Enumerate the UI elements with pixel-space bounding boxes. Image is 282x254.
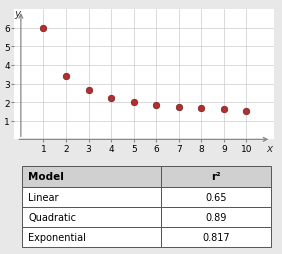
Text: 0.65: 0.65	[205, 192, 227, 202]
Point	[86, 89, 91, 93]
Point	[222, 108, 226, 112]
Text: r²: r²	[211, 172, 221, 182]
Text: 0.817: 0.817	[202, 232, 230, 242]
FancyBboxPatch shape	[22, 187, 161, 207]
Point	[154, 104, 158, 108]
FancyBboxPatch shape	[22, 227, 161, 247]
Point	[131, 101, 136, 105]
Point	[64, 75, 68, 79]
Point	[109, 97, 113, 101]
Point	[177, 105, 181, 109]
Point	[199, 106, 204, 110]
Text: x: x	[266, 144, 272, 154]
Text: Linear: Linear	[28, 192, 59, 202]
FancyBboxPatch shape	[161, 167, 271, 187]
Text: 0.89: 0.89	[206, 212, 227, 222]
FancyBboxPatch shape	[161, 187, 271, 207]
Text: Exponential: Exponential	[28, 232, 86, 242]
Text: y: y	[14, 9, 21, 19]
Point	[244, 109, 249, 113]
Text: Model: Model	[28, 172, 64, 182]
Text: Quadratic: Quadratic	[28, 212, 76, 222]
FancyBboxPatch shape	[22, 167, 161, 187]
Point	[41, 27, 46, 31]
FancyBboxPatch shape	[22, 207, 161, 227]
FancyBboxPatch shape	[161, 207, 271, 227]
FancyBboxPatch shape	[161, 227, 271, 247]
